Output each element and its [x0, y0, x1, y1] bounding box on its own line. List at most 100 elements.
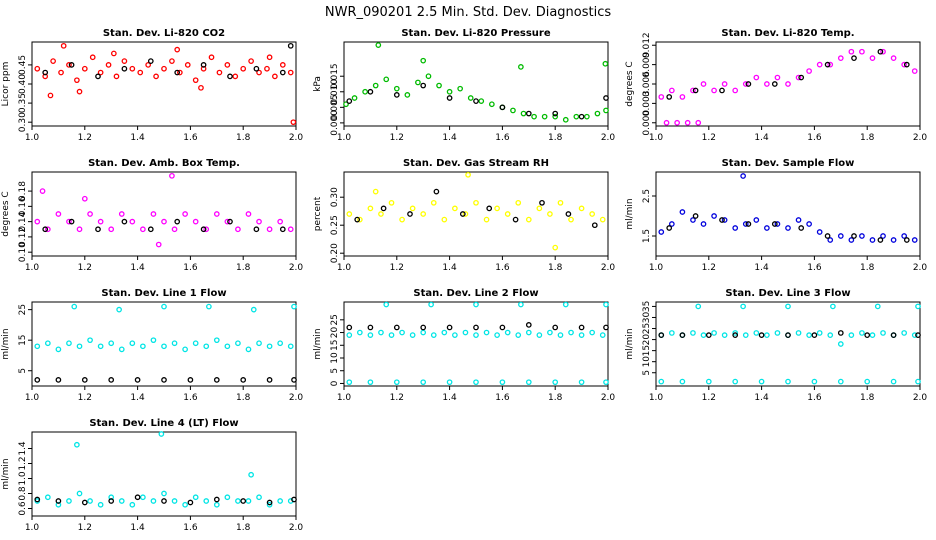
data-point — [658, 229, 665, 235]
data-point — [599, 332, 606, 338]
data-point — [467, 95, 474, 101]
data-point — [518, 301, 524, 308]
data-point — [658, 94, 665, 100]
data-point — [129, 218, 136, 225]
data-point — [711, 330, 717, 336]
data-point — [473, 98, 479, 104]
y-tick-label: 0.010 — [330, 79, 340, 105]
data-point — [690, 330, 696, 336]
x-tick-label: 1.0 — [25, 393, 40, 403]
data-point — [375, 42, 382, 48]
y-tick-label: 0.10 — [18, 242, 28, 262]
data-point — [869, 237, 876, 243]
data-point — [97, 343, 104, 350]
x-tick-label: 1.6 — [495, 133, 510, 143]
data-point — [880, 233, 886, 239]
data-point — [837, 341, 844, 347]
y-tick-label: 0.009 — [642, 51, 652, 77]
data-point — [145, 62, 152, 68]
data-point — [552, 324, 559, 331]
data-point — [121, 218, 128, 225]
y-tick-label: 0.35 — [18, 93, 28, 113]
data-point — [510, 107, 516, 114]
data-point — [811, 378, 818, 385]
data-point — [44, 494, 51, 501]
data-point — [76, 226, 83, 233]
panel-1: Stan. Dev. Li-820 Pressure kPa 1.0 1.2 1.4 1.… — [313, 28, 615, 143]
data-point — [562, 116, 569, 123]
data-point — [264, 65, 270, 72]
data-point — [206, 303, 212, 310]
data-point — [798, 225, 805, 231]
data-point — [732, 330, 739, 336]
plot-frame — [31, 431, 297, 517]
data-point — [44, 340, 51, 347]
data-point — [515, 199, 522, 206]
data-point — [824, 233, 831, 239]
data-point — [420, 82, 427, 89]
panel-title: Stan. Dev. Li-820 CO2 — [103, 28, 225, 39]
data-point — [198, 84, 204, 91]
x-tick-label: 1.8 — [236, 263, 251, 273]
data-point — [666, 225, 673, 231]
series-0 — [343, 42, 609, 123]
data-point — [473, 332, 479, 338]
data-point — [346, 324, 353, 331]
data-point — [108, 498, 115, 504]
data-point — [367, 332, 374, 338]
data-point — [158, 431, 165, 437]
data-point — [457, 85, 464, 92]
data-point — [34, 343, 41, 350]
data-point — [399, 329, 405, 336]
data-point — [732, 378, 739, 385]
x-tick-label: 1.8 — [860, 263, 875, 273]
panel-title: Stan. Dev. Li-820 Temp. — [721, 28, 854, 39]
x-tick-label: 1.8 — [860, 393, 875, 403]
data-point — [552, 113, 559, 120]
data-point — [346, 98, 353, 104]
data-point — [771, 221, 778, 227]
data-point — [901, 330, 908, 336]
data-point — [864, 378, 871, 385]
data-point — [859, 233, 865, 239]
data-point — [732, 225, 739, 231]
data-point — [499, 324, 506, 331]
data-point — [679, 378, 686, 385]
y-axis-label: percent — [313, 196, 323, 231]
series-1 — [666, 48, 910, 100]
x-tick-label: 1.4 — [442, 393, 457, 403]
data-point — [277, 340, 284, 347]
data-point — [66, 218, 72, 225]
data-point — [679, 209, 686, 215]
data-point — [594, 110, 601, 117]
data-point — [692, 87, 699, 94]
data-point — [721, 332, 728, 339]
data-point — [287, 42, 294, 49]
data-point — [171, 498, 178, 504]
data-point — [848, 332, 855, 339]
data-point — [227, 218, 233, 225]
data-point — [452, 205, 458, 212]
data-point — [589, 329, 596, 336]
x-tick-label: 2.0 — [913, 263, 928, 273]
y-tick-label: 0.006 — [642, 71, 652, 97]
panel-2: Stan. Dev. Li-820 Temp. degrees C 1.0 1.2 1.… — [625, 28, 927, 143]
series-2 — [346, 322, 609, 331]
data-point — [525, 216, 532, 223]
data-point — [250, 306, 257, 313]
data-point — [118, 346, 125, 353]
x-tick-label: 1.4 — [754, 133, 769, 143]
data-point — [95, 73, 101, 80]
data-point — [668, 87, 675, 94]
data-point — [425, 73, 432, 80]
x-tick-label: 2.0 — [601, 133, 616, 143]
data-point — [372, 188, 379, 195]
y-tick-label: 0.16 — [18, 196, 28, 216]
data-point — [504, 329, 511, 336]
x-tick-label: 2.0 — [289, 393, 304, 403]
series-0 — [34, 172, 294, 248]
y-tick-label: 0.18 — [18, 181, 28, 201]
x-tick-label: 1.0 — [337, 133, 352, 143]
data-point — [880, 48, 886, 55]
